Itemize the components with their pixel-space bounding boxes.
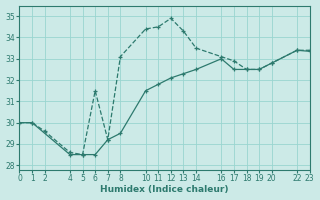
X-axis label: Humidex (Indice chaleur): Humidex (Indice chaleur) (100, 185, 229, 194)
